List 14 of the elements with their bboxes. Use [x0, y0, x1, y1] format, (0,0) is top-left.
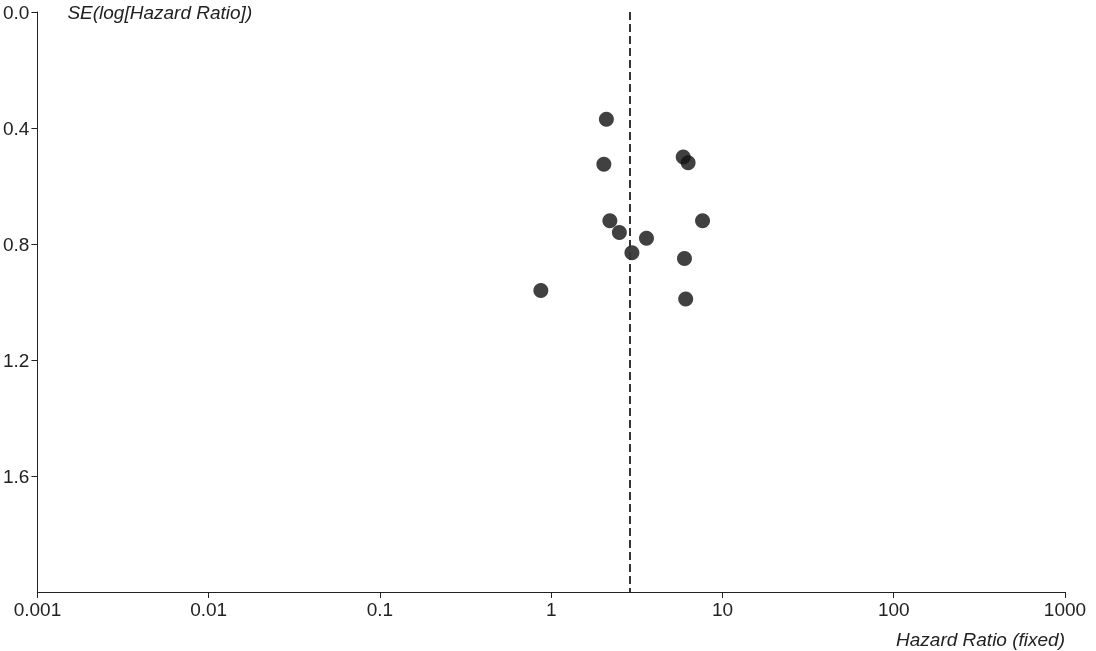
x-tick-label: 0.001	[13, 599, 62, 620]
x-tick-label: 1000	[1043, 599, 1087, 620]
x-tick-label: 100	[877, 599, 910, 620]
y-tick-label: 0.4	[2, 117, 30, 139]
y-tick-label: 0.0	[2, 1, 30, 23]
x-tick-label: 10	[711, 599, 734, 620]
y-axis-title: SE(log[Hazard Ratio])	[67, 1, 253, 23]
x-tick-label: 0.01	[190, 599, 228, 620]
y-tick-label: 1.2	[2, 349, 30, 371]
x-axis-title: Hazard Ratio (fixed)	[896, 629, 1065, 650]
y-tick-label: 0.8	[2, 233, 30, 255]
x-tick-label: 1	[545, 599, 557, 620]
y-tick-label: 1.6	[2, 465, 30, 487]
x-tick-label: 0.1	[366, 599, 394, 620]
